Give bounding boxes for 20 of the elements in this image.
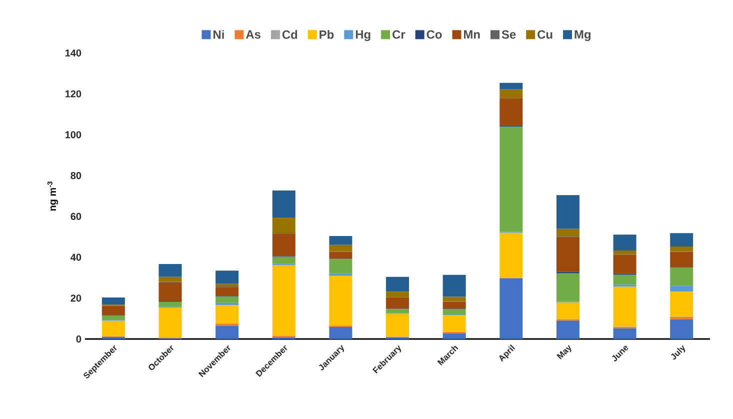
legend-label: Co	[426, 30, 442, 39]
legend-label: Ni	[214, 30, 224, 39]
y-tick-label: 20	[70, 294, 82, 302]
y-tick-label: 80	[70, 172, 82, 180]
y-tick-label: 120	[65, 90, 82, 98]
legend-label: Cd	[282, 30, 298, 39]
legend-label: Cu	[538, 30, 552, 39]
legend-label: Se	[502, 30, 516, 39]
legend-label: Mn	[464, 30, 480, 39]
y-tick-label: 0	[76, 335, 82, 343]
legend-label: As	[246, 30, 260, 39]
legend-label: Mg	[574, 30, 590, 42]
y-tick-label: 140	[65, 49, 82, 57]
y-tick-label: 40	[70, 254, 82, 261]
y-tick-label: 100	[65, 131, 82, 138]
legend-label: Cr	[392, 30, 406, 39]
y-tick-label: 60	[70, 212, 82, 220]
y-axis-title: ng m$^{-3}$	[47, 182, 58, 211]
legend-label: Pb	[320, 30, 334, 39]
legend-label: Hg	[356, 30, 370, 42]
